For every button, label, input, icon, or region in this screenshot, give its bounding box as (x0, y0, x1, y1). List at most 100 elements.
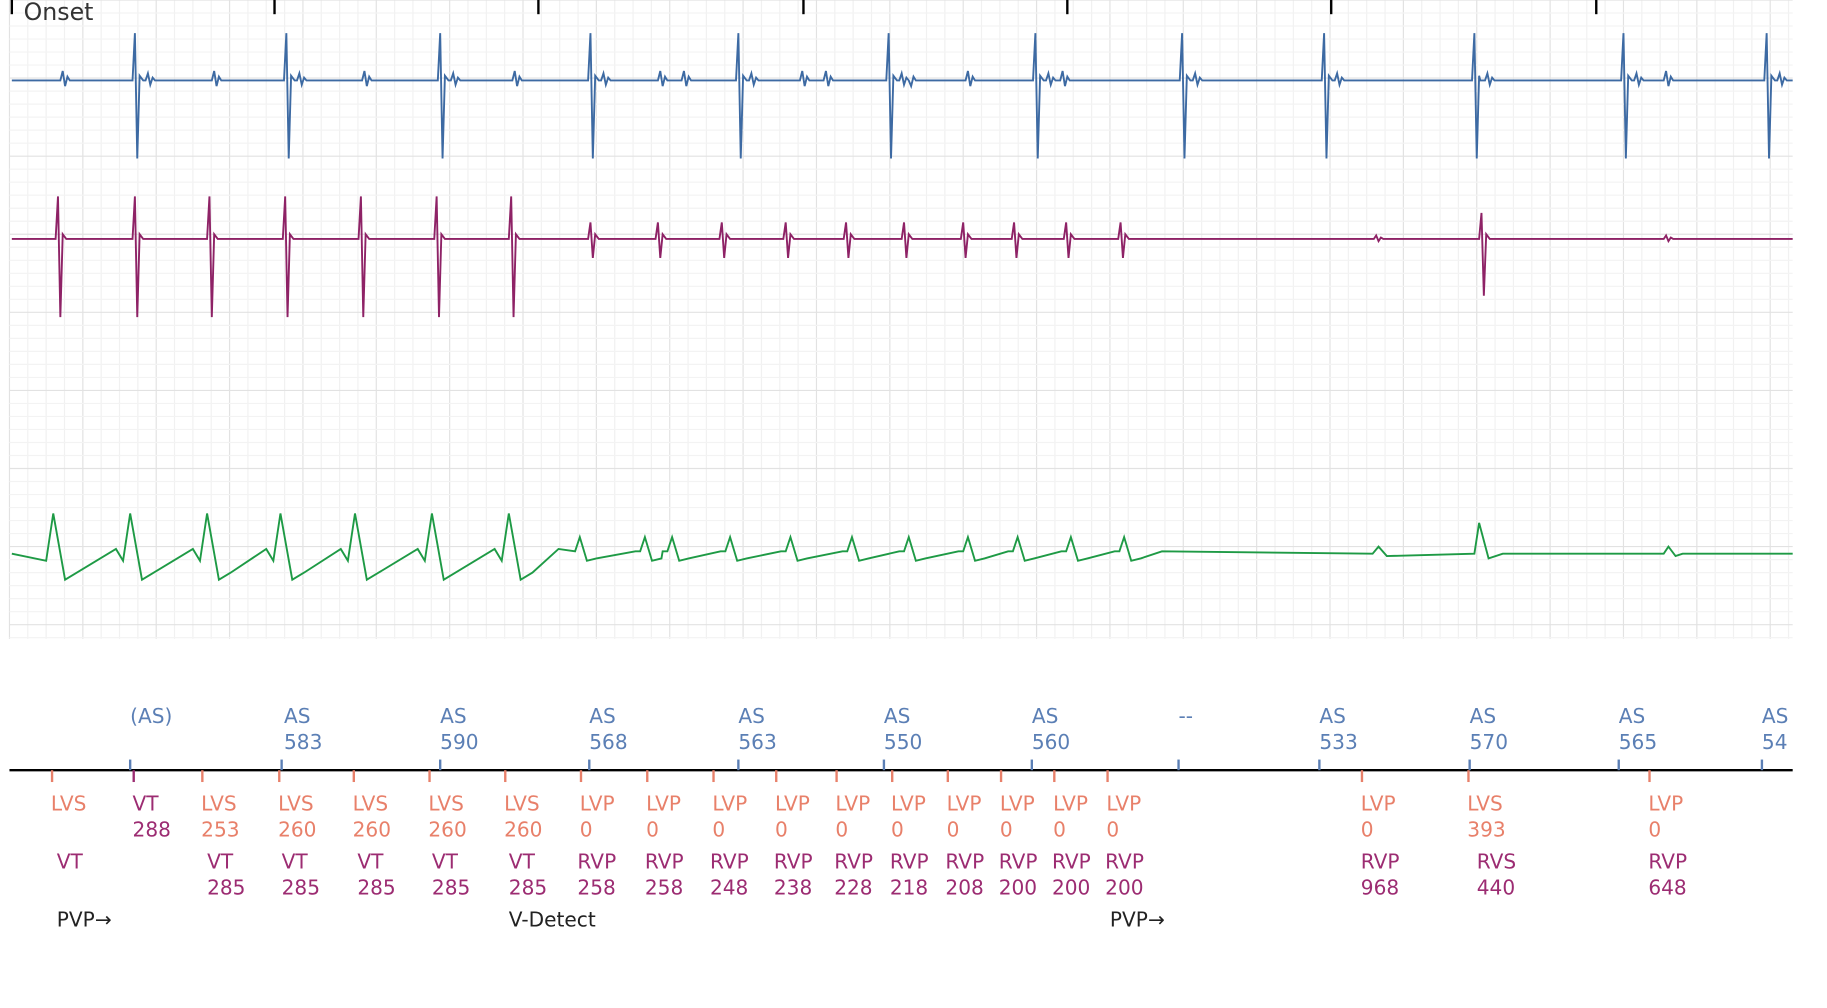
marker-interval: 440 (1477, 875, 1515, 899)
marker-label: AS (738, 704, 765, 728)
marker-interval: 0 (712, 817, 725, 841)
marker-label: RVP (945, 849, 984, 873)
marker-interval: 0 (835, 817, 848, 841)
marker-label: AS (1319, 704, 1346, 728)
marker-interval: 218 (890, 875, 928, 899)
marker-interval: 258 (645, 875, 683, 899)
marker-interval: 0 (1053, 817, 1066, 841)
marker-label: RVP (645, 849, 684, 873)
trace-lv (11, 196, 1793, 318)
marker-label: LVP (1106, 791, 1141, 815)
marker-label: RVP (1052, 849, 1091, 873)
marker-interval: 285 (207, 875, 245, 899)
marker-interval: 550 (884, 730, 922, 754)
marker-interval: 54 (1762, 730, 1788, 754)
marker-label: RVS (1477, 849, 1516, 873)
marker-label: AS (884, 704, 911, 728)
marker-interval: 208 (945, 875, 983, 899)
marker-label: RVP (890, 849, 929, 873)
marker-label: AS (440, 704, 467, 728)
marker-label: RVP (834, 849, 873, 873)
marker-interval: 285 (282, 875, 320, 899)
marker-interval: 288 (133, 817, 171, 841)
marker-interval: 0 (891, 817, 904, 841)
annotation: PVP→ (57, 907, 112, 931)
marker-label: RVP (774, 849, 813, 873)
marker-interval: 238 (774, 875, 812, 899)
marker-label: LVP (1648, 791, 1683, 815)
annotation: PVP→ (1110, 907, 1165, 931)
marker-interval: 0 (775, 817, 788, 841)
marker-interval: 200 (1052, 875, 1090, 899)
marker-interval: 285 (509, 875, 547, 899)
marker-interval: 248 (710, 875, 748, 899)
marker-interval: 0 (646, 817, 659, 841)
marker-label: LVP (580, 791, 615, 815)
marker-label: AS (1470, 704, 1497, 728)
marker-label: AS (284, 704, 311, 728)
marker-label: LVS (1467, 791, 1503, 815)
marker-label: AS (1762, 704, 1789, 728)
marker-label: LVP (835, 791, 870, 815)
marker-interval: 393 (1467, 817, 1505, 841)
marker-interval: 560 (1032, 730, 1070, 754)
marker-label: RVP (1361, 849, 1400, 873)
onset-label: Onset (24, 0, 94, 26)
marker-label: RVP (999, 849, 1038, 873)
marker-label: LVS (278, 791, 314, 815)
marker-interval: 533 (1319, 730, 1357, 754)
marker-interval: 260 (428, 817, 466, 841)
marker-label: LVP (1361, 791, 1396, 815)
trace-atrial (11, 33, 1793, 159)
marker-label: LVP (712, 791, 747, 815)
marker-interval: 568 (589, 730, 627, 754)
marker-interval: 285 (357, 875, 395, 899)
marker-label: RVP (1105, 849, 1144, 873)
marker-label: VT (282, 849, 309, 873)
marker-label: LVS (504, 791, 540, 815)
marker-interval: 0 (1648, 817, 1661, 841)
marker-label: AS (1619, 704, 1646, 728)
marker-interval: 0 (1106, 817, 1119, 841)
marker-label: VT (207, 849, 234, 873)
marker-interval: 260 (504, 817, 542, 841)
marker-label: LVS (428, 791, 464, 815)
marker-interval: 563 (738, 730, 776, 754)
marker-label: LVS (201, 791, 237, 815)
marker-label: -- (1179, 704, 1194, 728)
marker-label: LVS (353, 791, 389, 815)
marker-label: VT (509, 849, 536, 873)
marker-interval: 968 (1361, 875, 1399, 899)
marker-label: LVP (947, 791, 982, 815)
marker-label: LVP (775, 791, 810, 815)
marker-label: RVP (577, 849, 616, 873)
traces (11, 33, 1793, 582)
marker-interval: 0 (580, 817, 593, 841)
marker-label: RVP (710, 849, 749, 873)
marker-interval: 200 (1105, 875, 1143, 899)
annotation: V-Detect (509, 907, 596, 931)
marker-interval: 253 (201, 817, 239, 841)
marker-interval: 0 (947, 817, 960, 841)
marker-label: LVP (1000, 791, 1035, 815)
marker-label: LVP (646, 791, 681, 815)
marker-interval: 0 (1361, 817, 1374, 841)
marker-interval: 285 (432, 875, 470, 899)
marker-interval: 648 (1648, 875, 1686, 899)
marker-label: AS (589, 704, 616, 728)
marker-label: VT (133, 791, 160, 815)
marker-interval: 583 (284, 730, 322, 754)
marker-interval: 200 (999, 875, 1037, 899)
marker-interval: 260 (353, 817, 391, 841)
marker-label: LVP (891, 791, 926, 815)
marker-interval: 0 (1000, 817, 1013, 841)
marker-interval: 258 (577, 875, 615, 899)
marker-label: VT (357, 849, 384, 873)
marker-label: RVP (1648, 849, 1687, 873)
marker-label: LVP (1053, 791, 1088, 815)
marker-interval: 260 (278, 817, 316, 841)
marker-interval: 590 (440, 730, 478, 754)
